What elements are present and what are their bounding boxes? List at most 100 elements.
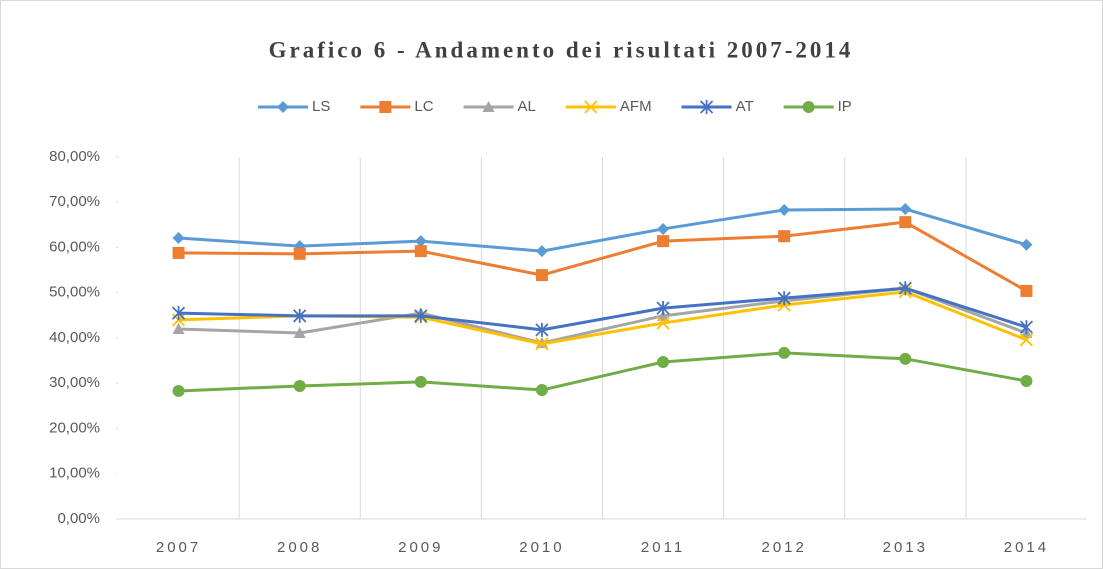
marker-shape xyxy=(1019,320,1034,335)
marker xyxy=(777,291,791,306)
marker xyxy=(172,246,185,259)
marker-shape xyxy=(1020,238,1033,251)
marker-shape xyxy=(657,235,670,248)
legend-label: IP xyxy=(838,98,852,115)
marker xyxy=(778,230,791,243)
marker-shape xyxy=(172,322,185,334)
marker xyxy=(172,322,185,334)
marker xyxy=(1019,333,1034,347)
marker-shape xyxy=(482,101,495,112)
marker-shape xyxy=(293,327,306,339)
legend-label: AT xyxy=(736,98,754,115)
marker xyxy=(414,375,427,388)
series-line xyxy=(178,207,1027,253)
marker xyxy=(1020,284,1033,297)
marker-shape xyxy=(172,246,185,259)
marker-shape xyxy=(778,203,791,216)
marker-shape xyxy=(535,322,549,337)
marker xyxy=(535,337,549,351)
x-tick-label: 2013 xyxy=(883,539,928,556)
marker xyxy=(657,235,670,248)
marker-shape xyxy=(899,216,912,229)
marker-shape xyxy=(1020,284,1033,297)
marker xyxy=(293,379,306,392)
marker-shape xyxy=(802,101,815,113)
marker xyxy=(1020,238,1033,251)
marker-shape xyxy=(379,101,392,113)
marker xyxy=(293,327,306,339)
marker-shape xyxy=(277,101,289,113)
marker xyxy=(293,247,306,260)
marker xyxy=(899,203,912,216)
marker-shape xyxy=(657,355,670,368)
marker-shape xyxy=(535,384,548,397)
y-tick-label: 80,00% xyxy=(49,148,100,165)
marker-shape xyxy=(656,316,670,330)
marker xyxy=(657,222,670,235)
marker xyxy=(657,355,670,368)
marker-shape xyxy=(778,346,791,359)
marker xyxy=(414,308,428,323)
x-tick-label: 2007 xyxy=(156,539,201,556)
marker xyxy=(899,352,912,365)
marker-shape xyxy=(1019,333,1034,347)
marker xyxy=(778,203,791,216)
legend-label: LS xyxy=(312,98,330,115)
x-tick-label: 2008 xyxy=(277,539,322,556)
marker xyxy=(482,101,495,112)
x-tick-label: 2009 xyxy=(398,539,443,556)
marker xyxy=(1020,374,1033,387)
marker-shape xyxy=(657,222,670,235)
marker-shape xyxy=(293,247,306,260)
marker-shape xyxy=(414,235,427,248)
marker xyxy=(293,308,307,323)
marker xyxy=(535,245,548,258)
y-tick-label: 30,00% xyxy=(49,374,100,391)
marker-shape xyxy=(899,352,912,365)
x-tick-label: 2010 xyxy=(519,539,564,556)
marker-shape xyxy=(172,384,185,397)
marker-shape xyxy=(699,100,714,114)
legend-label: AFM xyxy=(620,98,652,115)
marker-shape xyxy=(656,301,670,316)
marker-shape xyxy=(657,309,670,321)
marker-shape xyxy=(414,245,427,258)
marker-shape xyxy=(293,308,307,323)
marker-shape xyxy=(171,306,186,321)
y-tick-label: 10,00% xyxy=(49,465,100,482)
marker xyxy=(802,101,815,113)
marker xyxy=(535,384,548,397)
series-line xyxy=(178,220,1028,293)
y-tick-label: 40,00% xyxy=(49,329,100,346)
marker xyxy=(414,245,427,258)
marker xyxy=(414,235,427,248)
marker-shape xyxy=(777,291,791,306)
marker-shape xyxy=(414,308,428,323)
x-tick-label: 2014 xyxy=(1004,539,1049,556)
marker xyxy=(898,281,912,296)
marker-shape xyxy=(778,230,791,243)
marker-shape xyxy=(584,100,598,114)
marker xyxy=(584,100,598,114)
marker xyxy=(535,322,549,337)
marker xyxy=(899,216,912,229)
marker xyxy=(656,301,670,316)
legend-label: AL xyxy=(518,98,536,115)
y-tick-label: 50,00% xyxy=(49,284,100,301)
legend-label: LC xyxy=(414,98,433,115)
y-tick-label: 70,00% xyxy=(49,193,100,210)
marker xyxy=(656,316,670,330)
marker xyxy=(379,101,392,113)
x-tick-label: 2012 xyxy=(762,539,807,556)
marker-shape xyxy=(414,375,427,388)
series-line xyxy=(178,286,1027,332)
chart-title: Grafico 6 - Andamento dei risultati 2007… xyxy=(269,37,854,62)
marker-shape xyxy=(898,281,912,296)
marker xyxy=(535,269,548,282)
y-tick-label: 60,00% xyxy=(49,238,100,255)
marker-shape xyxy=(899,203,912,216)
marker-shape xyxy=(172,231,185,244)
marker xyxy=(172,384,185,397)
